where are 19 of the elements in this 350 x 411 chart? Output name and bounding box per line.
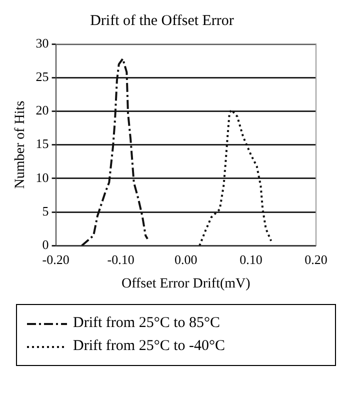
x-tick-label: 0.10 — [240, 252, 262, 267]
y-axis-title: Number of Hits — [13, 100, 28, 189]
x-axis-title: Offset Error Drift(mV) — [121, 276, 251, 292]
legend-label: Drift from 25°C to -40°C — [73, 338, 225, 355]
line-series — [80, 58, 149, 246]
y-tick-label: 20 — [36, 102, 49, 118]
chart-title: Drift of the Offset Error — [90, 12, 234, 29]
y-tick-label: 0 — [42, 237, 49, 252]
y-tick-label: 15 — [36, 136, 49, 152]
x-tick-label: 0.00 — [174, 252, 198, 267]
y-tick-label: 10 — [36, 170, 49, 185]
y-tick-label: 5 — [42, 203, 49, 218]
legend-label: Drift from 25°C to 85°C — [73, 315, 220, 332]
y-tick-label: 25 — [36, 69, 49, 84]
y-tick-label: 30 — [36, 35, 49, 50]
x-tick-label: -0.20 — [42, 252, 70, 267]
line-series — [198, 108, 272, 246]
x-tick-label: 0.20 — [304, 252, 328, 267]
x-tick-label: -0.10 — [107, 252, 134, 267]
